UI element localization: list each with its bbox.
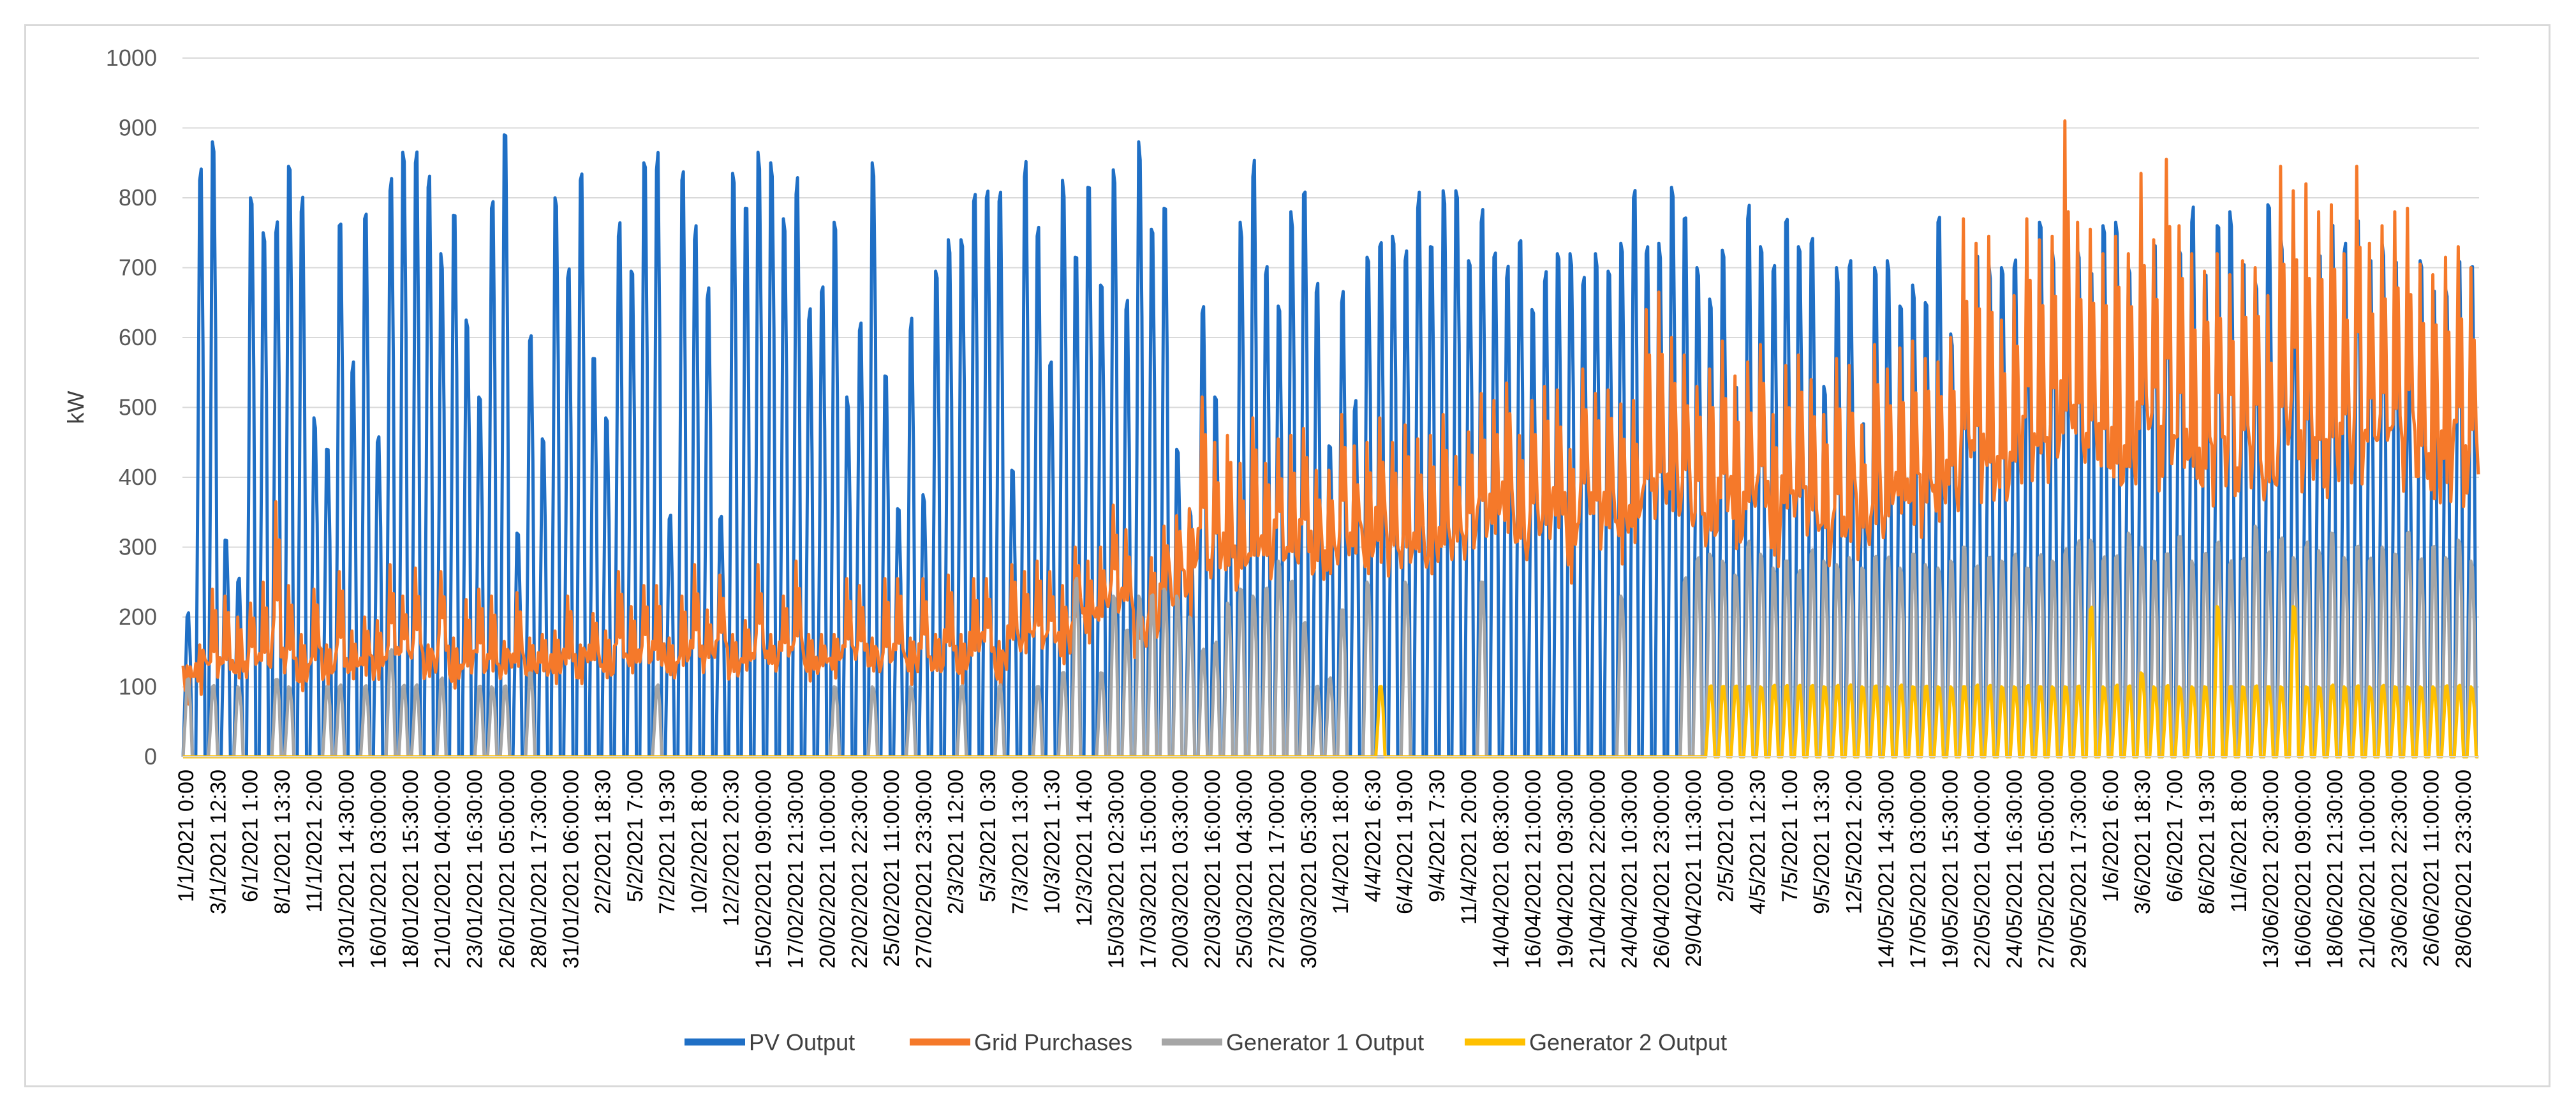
- x-tick-label: 28/01/2021 17:30:00: [527, 770, 551, 969]
- legend-label: PV Output: [749, 1029, 855, 1055]
- x-tick-label: 21/01/2021 04:00:00: [431, 770, 455, 969]
- x-tick-label: 31/01/2021 06:00:00: [559, 770, 583, 969]
- x-tick-label: 27/03/2021 17:00:00: [1265, 770, 1289, 969]
- y-tick-label: 400: [119, 464, 157, 490]
- x-tick-label: 9/4/2021 7:30: [1425, 770, 1449, 902]
- x-tick-label: 16/06/2021 09:00:00: [2291, 770, 2315, 969]
- y-tick-label: 1000: [106, 45, 157, 71]
- x-tick-label: 29/05/2021 17:30:00: [2067, 770, 2091, 969]
- x-tick-label: 11/6/2021 8:00: [2227, 770, 2251, 912]
- x-tick-label: 19/05/2021 15:30:00: [1938, 770, 1962, 969]
- x-tick-label: 6/1/2021 1:00: [239, 770, 263, 902]
- legend: PV Output Grid Purchases Generator 1 Outpu…: [685, 1029, 1727, 1055]
- y-tick-label: 300: [119, 534, 157, 560]
- x-tick-label: 14/04/2021 08:30:00: [1490, 770, 1514, 969]
- x-tick-label: 1/4/2021 18:00: [1329, 770, 1353, 914]
- x-tick-label: 23/06/2021 22:30:00: [2387, 770, 2411, 969]
- y-tick-label: 0: [144, 743, 157, 770]
- legend-label: Generator 2 Output: [1529, 1029, 1727, 1055]
- x-tick-label: 19/04/2021 09:30:00: [1553, 770, 1578, 969]
- x-tick-label: 26/06/2021 11:00:00: [2420, 770, 2444, 967]
- x-tick-label: 22/02/2021 22:30:00: [848, 770, 872, 969]
- legend-label: Grid Purchases: [974, 1029, 1132, 1055]
- x-tick-label: 21/06/2021 10:00:00: [2355, 770, 2380, 969]
- y-tick-label: 800: [119, 184, 157, 211]
- y-tick-label: 700: [119, 255, 157, 281]
- x-tick-label: 10/2/2021 8:00: [688, 770, 712, 914]
- x-tick-label: 21/04/2021 22:00:00: [1585, 770, 1610, 969]
- x-tick-label: 26/01/2021 05:00:00: [495, 770, 519, 969]
- x-tick-label: 14/05/2021 14:30:00: [1874, 770, 1899, 969]
- x-tick-label: 17/05/2021 03:00:00: [1906, 770, 1930, 969]
- x-tick-label: 25/02/2021 11:00:00: [880, 770, 904, 967]
- x-tick-label: 15/03/2021 02:30:00: [1104, 770, 1129, 969]
- x-tick-label: 22/05/2021 04:00:00: [1971, 770, 1995, 969]
- x-tick-label: 17/02/2021 21:30:00: [783, 770, 808, 969]
- x-tick-label: 27/02/2021 23:30:00: [912, 770, 936, 969]
- y-axis-ticks: 0 100 200 300 400 500 600 700 800 900 1000: [106, 45, 157, 770]
- x-tick-label: 20/02/2021 10:00:00: [816, 770, 840, 969]
- x-tick-label: 27/05/2021 05:00:00: [2034, 770, 2059, 969]
- x-tick-label: 20/03/2021 03:30:00: [1169, 770, 1193, 969]
- x-tick-label: 18/01/2021 15:30:00: [399, 770, 423, 969]
- x-tick-label: 8/6/2021 19:30: [2195, 770, 2219, 914]
- y-axis-title: kW: [63, 391, 89, 424]
- x-tick-label: 8/1/2021 13:30: [270, 770, 295, 914]
- x-tick-label: 3/6/2021 18:30: [2131, 770, 2155, 914]
- x-tick-label: 3/1/2021 12:30: [206, 770, 230, 914]
- x-tick-label: 6/4/2021 19:00: [1393, 770, 1418, 914]
- x-tick-label: 4/5/2021 12:30: [1746, 770, 1770, 914]
- x-tick-label: 2/5/2021 0:00: [1714, 770, 1738, 902]
- x-tick-label: 12/3/2021 14:00: [1072, 770, 1097, 927]
- x-axis-ticks: 1/1/2021 0:00 3/1/2021 12:30 6/1/2021 1:00…: [174, 770, 2476, 969]
- x-tick-label: 13/01/2021 14:30:00: [334, 770, 359, 969]
- y-tick-label: 500: [119, 394, 157, 421]
- x-tick-label: 9/5/2021 13:30: [1810, 770, 1834, 914]
- x-tick-label: 29/04/2021 11:30:00: [1682, 770, 1706, 967]
- x-tick-label: 24/05/2021 16:30:00: [2002, 770, 2027, 969]
- x-tick-label: 23/01/2021 16:30:00: [463, 770, 487, 969]
- x-tick-label: 18/06/2021 21:30:00: [2323, 770, 2348, 969]
- x-tick-label: 7/2/2021 19:30: [655, 770, 679, 914]
- x-tick-label: 15/02/2021 09:00:00: [751, 770, 776, 969]
- y-tick-label: 200: [119, 604, 157, 630]
- x-tick-label: 7/3/2021 13:00: [1008, 770, 1032, 914]
- x-tick-label: 11/4/2021 20:00: [1457, 770, 1481, 925]
- x-tick-label: 26/04/2021 23:00:00: [1650, 770, 1674, 969]
- x-tick-label: 12/2/2021 20:30: [720, 770, 744, 927]
- x-tick-label: 30/03/2021 05:30:00: [1297, 770, 1321, 969]
- x-tick-label: 5/3/2021 0:30: [976, 770, 1000, 902]
- x-tick-label: 17/03/2021 15:00:00: [1136, 770, 1160, 969]
- series-line-grid-purchases: [181, 119, 2480, 706]
- x-tick-label: 6/6/2021 7:00: [2163, 770, 2187, 902]
- x-tick-label: 22/03/2021 16:00:00: [1201, 770, 1225, 969]
- x-tick-label: 1/6/2021 6:00: [2099, 770, 2123, 902]
- y-tick-label: 600: [119, 324, 157, 350]
- x-tick-label: 7/5/2021 1:00: [1778, 770, 1802, 902]
- chart-canvas: 0 100 200 300 400 500 600 700 800 900 1000 kW 1/1/…: [63, 45, 2480, 1055]
- plot-area: [181, 119, 2480, 759]
- x-tick-label: 24/04/2021 10:30:00: [1618, 770, 1642, 969]
- chart-frame: 0 100 200 300 400 500 600 700 800 900 1000 kW 1/1/…: [24, 24, 2550, 1087]
- x-tick-label: 16/04/2021 21:00:00: [1521, 770, 1546, 969]
- x-tick-label: 2/3/2021 12:00: [944, 770, 968, 914]
- x-tick-label: 4/4/2021 6:30: [1361, 770, 1385, 902]
- x-tick-label: 2/2/2021 18:30: [591, 770, 616, 914]
- legend-label: Generator 1 Output: [1226, 1029, 1424, 1055]
- x-tick-label: 28/06/2021 23:30:00: [2452, 770, 2476, 969]
- x-tick-label: 25/03/2021 04:30:00: [1232, 770, 1257, 969]
- x-tick-label: 10/3/2021 1:30: [1040, 770, 1065, 914]
- y-tick-label: 900: [119, 115, 157, 141]
- x-tick-label: 1/1/2021 0:00: [174, 770, 198, 902]
- x-tick-label: 13/06/2021 20:30:00: [2259, 770, 2283, 969]
- y-tick-label: 100: [119, 674, 157, 700]
- x-tick-label: 12/5/2021 2:00: [1842, 770, 1867, 914]
- x-tick-label: 16/01/2021 03:00:00: [367, 770, 391, 969]
- x-tick-label: 11/1/2021 2:00: [302, 770, 327, 912]
- x-tick-label: 5/2/2021 7:00: [623, 770, 648, 902]
